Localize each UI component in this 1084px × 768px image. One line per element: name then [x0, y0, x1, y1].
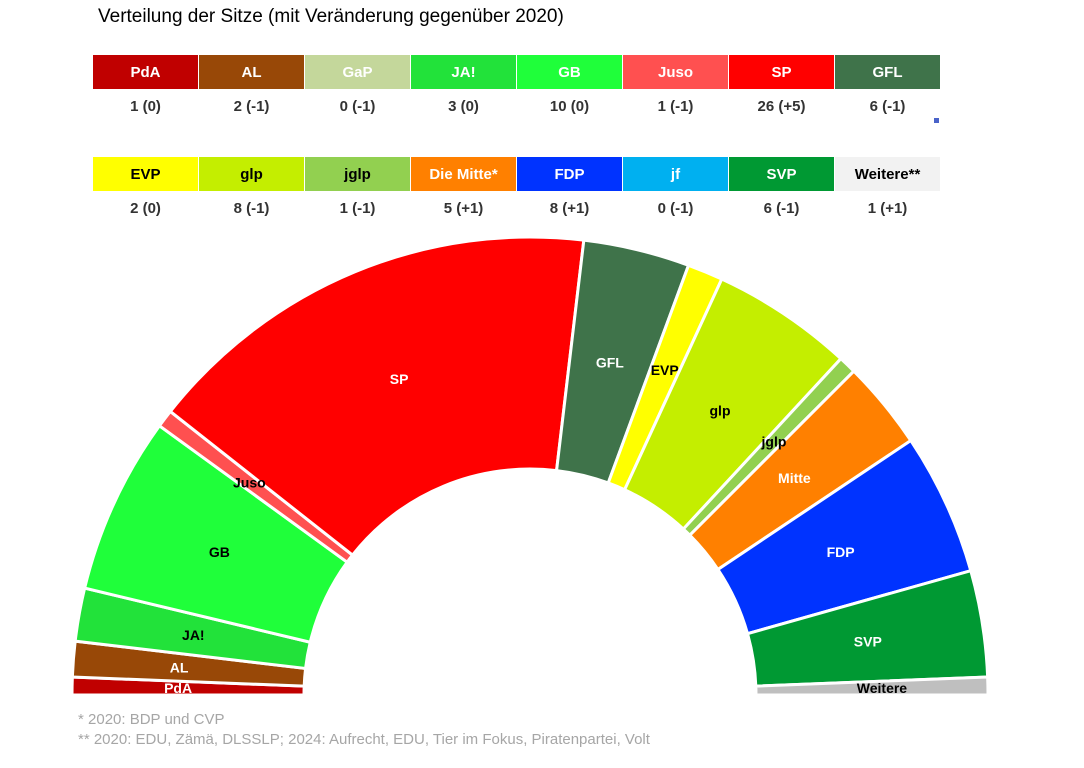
seat-distribution-chart: PdA AL JA! GB Juso SP GFL EVP glp jglp Mitte FDP SVP…	[70, 235, 990, 697]
party-header-cell: jglp	[305, 157, 410, 191]
slice-label-svp: SVP	[854, 633, 882, 649]
party-header-cell: FDP	[517, 157, 622, 191]
slice-label-gb: GB	[209, 544, 230, 560]
seat-value-cell: 2 (-1)	[233, 97, 270, 115]
party-table-row-2: EVP glp jglp Die Mitte* FDP jf SVP Weite…	[93, 157, 941, 225]
slice-weitere	[754, 675, 990, 697]
slice-label-mitte: Mitte	[778, 470, 811, 486]
slice-label-fdp: FDP	[827, 544, 855, 560]
seat-value-cell: 6 (-1)	[869, 97, 906, 115]
seat-value-cell: 10 (0)	[549, 97, 590, 115]
footnotes: * 2020: BDP und CVP ** 2020: EDU, Zämä, …	[78, 710, 650, 750]
party-header-cell: JA!	[411, 55, 516, 89]
table-corner-marker	[934, 118, 939, 123]
chart-title: Verteilung der Sitze (mit Veränderung ge…	[98, 6, 564, 27]
party-header-cell: jf	[623, 157, 728, 191]
seat-value-cell: 1 (-1)	[339, 199, 376, 217]
footnote-2: ** 2020: EDU, Zämä, DLSSLP; 2024: Aufrec…	[78, 731, 650, 748]
seat-value-cell: 6 (-1)	[763, 199, 800, 217]
party-header-cell: Weitere**	[835, 157, 940, 191]
party-header-cell: GFL	[835, 55, 940, 89]
slice-label-ja!: JA!	[182, 627, 205, 643]
seat-value-cell: 1 (0)	[130, 97, 161, 115]
slice-label-gfl: GFL	[596, 354, 624, 370]
slice-label-glp: glp	[710, 403, 731, 419]
seat-value-cell: 8 (+1)	[549, 199, 590, 217]
party-header-cell: AL	[199, 55, 304, 89]
party-header-cell: Die Mitte*	[411, 157, 516, 191]
party-header-cell: EVP	[93, 157, 198, 191]
party-table-row-1: PdA AL GaP JA! GB Juso SP GFL 1 (0) 2 (-…	[93, 55, 941, 123]
seat-value-cell: 0 (-1)	[339, 97, 376, 115]
slice-sp	[168, 235, 586, 558]
party-header-cell: GB	[517, 55, 622, 89]
seat-value-row: 2 (0) 8 (-1) 1 (-1) 5 (+1) 8 (+1) 0 (-1)…	[93, 191, 941, 225]
party-header-row: PdA AL GaP JA! GB Juso SP GFL	[93, 55, 941, 89]
seat-value-cell: 8 (-1)	[233, 199, 270, 217]
party-header-cell: glp	[199, 157, 304, 191]
seat-value-cell: 3 (0)	[448, 97, 479, 115]
party-header-cell: SVP	[729, 157, 834, 191]
seat-value-cell: 1 (+1)	[867, 199, 908, 217]
slice-label-weitere: Weitere	[857, 680, 908, 696]
seat-value-cell: 26 (+5)	[757, 97, 806, 115]
slice-label-evp: EVP	[651, 362, 679, 378]
slice-label-al: AL	[170, 659, 189, 675]
seat-value-cell: 0 (-1)	[657, 199, 694, 217]
seat-value-cell: 5 (+1)	[443, 199, 484, 217]
party-header-cell: SP	[729, 55, 834, 89]
slice-label-pda: PdA	[164, 680, 192, 696]
party-header-cell: Juso	[623, 55, 728, 89]
party-header-cell: PdA	[93, 55, 198, 89]
footnote-1: * 2020: BDP und CVP	[78, 711, 225, 728]
seat-value-cell: 2 (0)	[130, 199, 161, 217]
party-header-cell: GaP	[305, 55, 410, 89]
party-header-row: EVP glp jglp Die Mitte* FDP jf SVP Weite…	[93, 157, 941, 191]
slice-label-sp: SP	[390, 371, 409, 387]
slice-label-juso: Juso	[233, 475, 266, 491]
seat-value-cell: 1 (-1)	[657, 97, 694, 115]
seat-value-row: 1 (0) 2 (-1) 0 (-1) 3 (0) 10 (0) 1 (-1) …	[93, 89, 941, 123]
slice-label-jglp: jglp	[761, 433, 787, 449]
